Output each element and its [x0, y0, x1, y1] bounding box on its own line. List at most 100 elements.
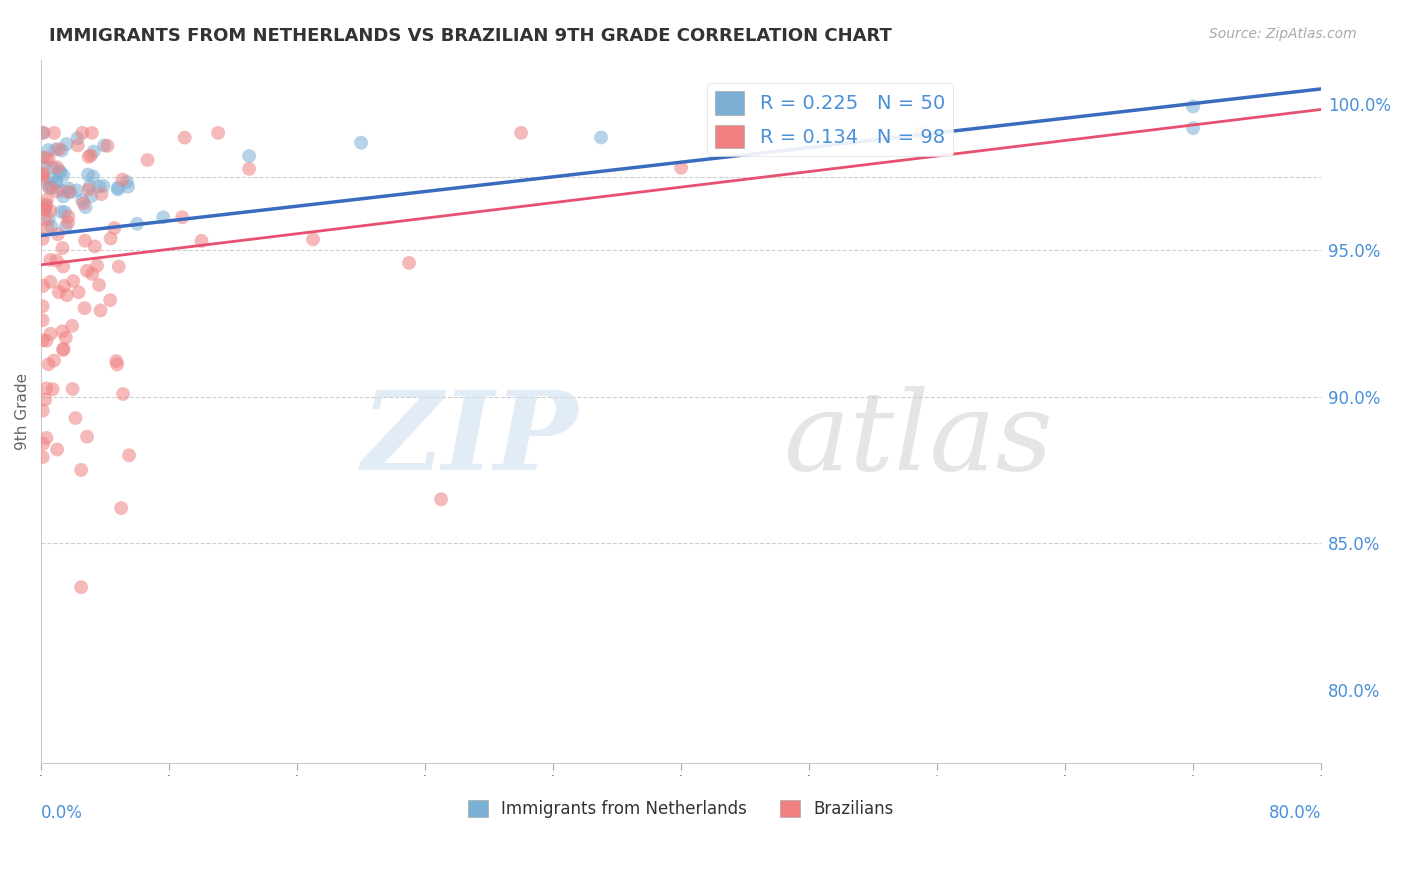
Point	[80, 189, 103, 203]
Point	[38, 153, 60, 167]
Point	[31, 313, 53, 327]
Point	[52, 189, 75, 203]
Point	[62, 382, 84, 396]
Point	[38, 180, 60, 194]
Point	[39, 171, 62, 186]
Point	[52, 168, 75, 182]
Legend: Immigrants from Netherlands, Brazilians: Immigrants from Netherlands, Brazilians	[461, 794, 901, 825]
Point	[302, 232, 325, 246]
Point	[52, 342, 75, 356]
Text: atlas: atlas	[783, 385, 1053, 493]
Point	[86, 259, 108, 273]
Point	[31, 165, 53, 179]
Point	[45, 175, 67, 189]
Point	[72, 126, 94, 140]
Point	[52, 260, 75, 274]
Point	[32, 159, 55, 173]
Point	[75, 200, 97, 214]
Point	[82, 169, 104, 184]
Point	[910, 126, 932, 140]
Point	[51, 144, 73, 158]
Point	[66, 131, 89, 145]
Point	[48, 285, 70, 299]
Point	[80, 126, 103, 140]
Point	[49, 165, 72, 179]
Point	[90, 187, 112, 202]
Point	[53, 278, 76, 293]
Point	[53, 205, 76, 219]
Point	[38, 180, 60, 194]
Point	[35, 150, 58, 164]
Point	[70, 194, 93, 208]
Text: Source: ZipAtlas.com: Source: ZipAtlas.com	[1209, 27, 1357, 41]
Point	[31, 126, 53, 140]
Y-axis label: 9th Grade: 9th Grade	[15, 373, 30, 450]
Point	[58, 181, 80, 195]
Point	[39, 275, 62, 289]
Point	[31, 450, 53, 464]
Point	[35, 431, 58, 445]
Point	[207, 126, 229, 140]
Point	[39, 326, 62, 341]
Point	[73, 301, 96, 315]
Point	[172, 211, 194, 225]
Point	[1182, 121, 1205, 136]
Point	[37, 220, 59, 235]
Point	[39, 203, 62, 218]
Point	[42, 126, 65, 140]
Point	[152, 211, 174, 225]
Point	[58, 185, 80, 199]
Point	[55, 136, 77, 151]
Point	[65, 183, 87, 197]
Point	[31, 169, 53, 184]
Point	[35, 381, 58, 395]
Point	[56, 215, 79, 229]
Text: 80.0%: 80.0%	[1268, 805, 1322, 822]
Point	[37, 143, 59, 157]
Point	[55, 219, 77, 234]
Point	[34, 202, 56, 216]
Point	[35, 197, 58, 211]
Point	[35, 334, 58, 348]
Point	[105, 357, 128, 371]
Point	[77, 183, 100, 197]
Point	[56, 288, 79, 302]
Point	[238, 161, 260, 176]
Point	[173, 130, 195, 145]
Point	[51, 205, 73, 219]
Point	[34, 199, 56, 213]
Point	[83, 145, 105, 159]
Point	[39, 252, 62, 267]
Point	[41, 219, 63, 234]
Point	[52, 184, 75, 198]
Point	[45, 142, 67, 156]
Point	[32, 278, 55, 293]
Point	[115, 175, 138, 189]
Point	[100, 231, 122, 245]
Point	[31, 151, 53, 165]
Point	[65, 411, 87, 425]
Point	[52, 343, 75, 357]
Point	[46, 442, 69, 457]
Point	[118, 448, 141, 462]
Point	[350, 136, 373, 150]
Point	[32, 126, 55, 140]
Point	[35, 193, 58, 207]
Point	[48, 142, 70, 156]
Point	[45, 253, 67, 268]
Point	[31, 299, 53, 313]
Point	[111, 172, 134, 186]
Point	[105, 354, 128, 368]
Text: 0.0%: 0.0%	[41, 805, 83, 822]
Point	[62, 274, 84, 288]
Point	[136, 153, 159, 167]
Point	[31, 232, 53, 246]
Point	[79, 179, 101, 194]
Point	[83, 239, 105, 253]
Point	[66, 138, 89, 153]
Point	[87, 277, 110, 292]
Point	[117, 179, 139, 194]
Point	[93, 138, 115, 153]
Point	[111, 387, 134, 401]
Point	[430, 492, 453, 507]
